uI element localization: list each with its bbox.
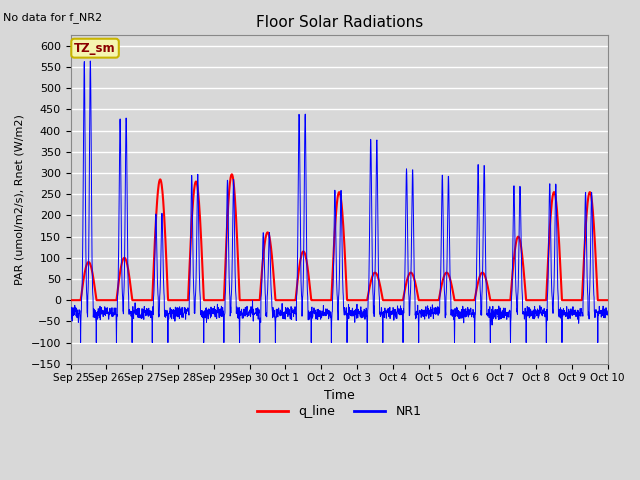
Text: No data for f_NR2: No data for f_NR2 [3, 12, 102, 23]
X-axis label: Time: Time [324, 389, 355, 402]
Y-axis label: PAR (umol/m2/s), Rnet (W/m2): PAR (umol/m2/s), Rnet (W/m2) [15, 114, 25, 285]
Legend: q_line, NR1: q_line, NR1 [252, 400, 426, 423]
Text: TZ_sm: TZ_sm [74, 42, 116, 55]
Title: Floor Solar Radiations: Floor Solar Radiations [255, 15, 423, 30]
